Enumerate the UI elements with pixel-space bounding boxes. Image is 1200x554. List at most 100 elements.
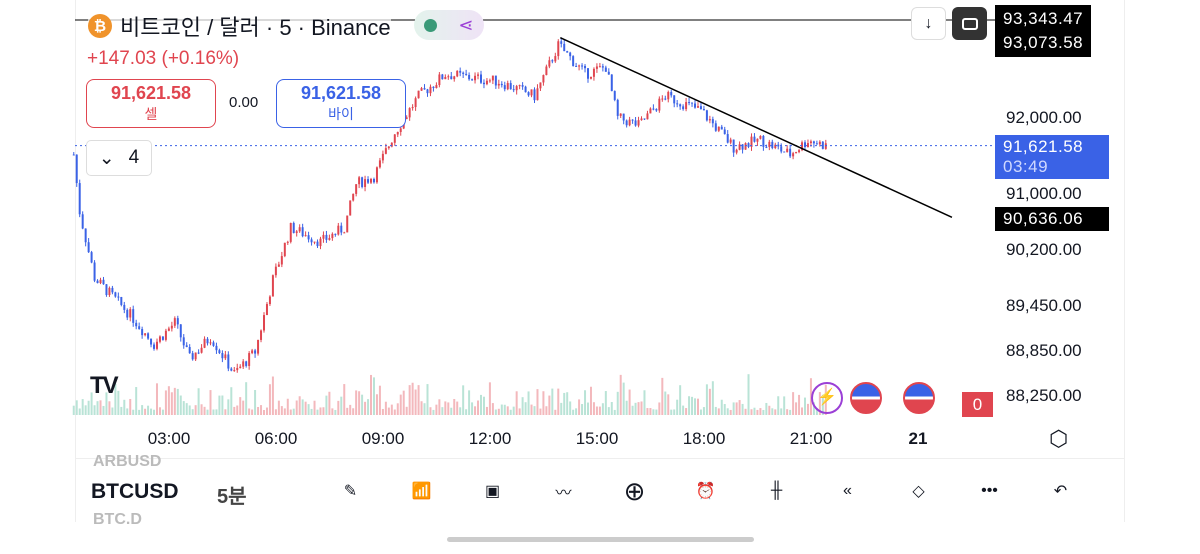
us-flag-icon[interactable] [903,382,935,414]
volume-bar [346,407,349,415]
candle-body [358,177,361,185]
volume-bar [161,409,164,415]
candle-body [664,98,667,100]
layout-grid-icon[interactable]: ▣ [484,483,501,500]
market-open-icon [424,18,438,32]
candle-body [815,143,818,145]
candle-body [780,146,783,152]
volume-bar [280,406,283,415]
candle-body [167,328,170,331]
volume-bar [286,398,289,415]
interval-button[interactable]: 5분 [217,486,247,508]
candle-body [260,330,263,340]
volume-bar [795,402,798,415]
price-chart[interactable] [0,0,1200,460]
candle-body [658,98,661,111]
scroll-down-button[interactable]: ↓ [911,7,946,40]
layers-icon[interactable]: ◇ [912,483,925,500]
candle-body [286,241,289,243]
candle-body [423,88,426,90]
volume-bar [426,384,429,415]
volume-bar [99,400,102,415]
candle-body [548,60,551,67]
sell-button[interactable]: 91,621.58 셀 [86,79,216,128]
symbol-button[interactable]: BTCUSD [91,480,179,503]
indicators-icon[interactable]: 📶 [411,483,432,500]
time-label: 15:00 [575,429,619,448]
indicators-toggle[interactable]: ⌄ 4 [86,140,152,176]
volume-bar [491,403,494,415]
candle-body [188,347,191,354]
candle-body [563,43,566,52]
drawing-tool-icon[interactable]: ✎ [343,483,358,500]
candle-body [601,66,604,68]
volume-bar [699,409,702,415]
candle-body [575,65,578,67]
candle-body [578,65,581,67]
candle-body [598,66,601,68]
candle-body [717,126,720,131]
volume-bar [200,404,203,415]
candle-body [774,144,777,149]
candle-body [812,141,815,144]
volume-bar [164,390,167,415]
us-flag-icon[interactable] [850,382,882,414]
candle-type-icon[interactable]: ╫ [770,482,783,499]
candle-body [765,146,768,148]
chart-frame[interactable] [75,0,1125,522]
candle-body [170,325,173,329]
volume-bar [375,394,378,415]
candle-body [194,352,197,360]
more-icon[interactable]: ••• [981,482,998,499]
volume-bar [108,401,111,415]
volume-bar [485,406,488,415]
volume-bar [343,384,346,415]
volume-bar [260,405,263,415]
buy-button[interactable]: 91,621.58 바이 [276,79,406,128]
volume-bar [322,407,325,415]
candle-body [182,337,185,346]
candle-body [613,91,616,100]
candle-body [206,338,209,344]
candle-body [631,119,634,121]
volume-bar [135,387,138,415]
candle-body [96,280,99,284]
candle-body [741,144,744,150]
time-label: 12:00 [468,429,512,448]
fullscreen-button[interactable] [952,7,987,40]
alert-badge[interactable]: 0 [962,392,993,417]
alarm-icon[interactable]: ⏰ [695,483,716,500]
time-label: 21:00 [789,429,833,448]
candle-body [75,154,78,184]
undo-icon[interactable]: ↶ [1053,483,1068,500]
replay-icon[interactable]: « [843,482,852,499]
symbol-list-prev[interactable]: ARBUSD [93,453,162,470]
volume-bar [575,408,578,415]
candle-body [756,138,759,142]
volume-bar [372,377,375,415]
candle-body [702,109,705,111]
status-pill[interactable]: ⋖ [414,10,484,40]
candle-body [456,70,459,77]
volume-bar [685,408,688,415]
candle-body [102,279,105,285]
candle-body [176,318,179,325]
tradingview-logo: TV [90,372,119,399]
compare-icon[interactable]: 〰 [555,485,572,502]
candle-body [592,68,595,77]
candle-body [655,109,658,111]
settings-icon[interactable]: ⬡ [1049,426,1069,451]
candle-body [328,238,331,240]
candle-body [87,242,90,253]
symbol-list-next[interactable]: BTC.D [93,511,142,528]
volume-bar [215,409,218,415]
volume-bar [84,405,87,415]
candle-body [120,297,123,305]
add-icon[interactable]: ⊕ [623,475,646,506]
volume-bar [301,399,304,415]
symbol-title[interactable]: ₿ 비트코인 / 달러 · 5 · Binance [88,10,391,42]
volume-bar [212,409,215,415]
candle-body [527,92,530,96]
volume-bar [741,403,744,415]
events-icon[interactable]: ⚡ [811,382,843,414]
